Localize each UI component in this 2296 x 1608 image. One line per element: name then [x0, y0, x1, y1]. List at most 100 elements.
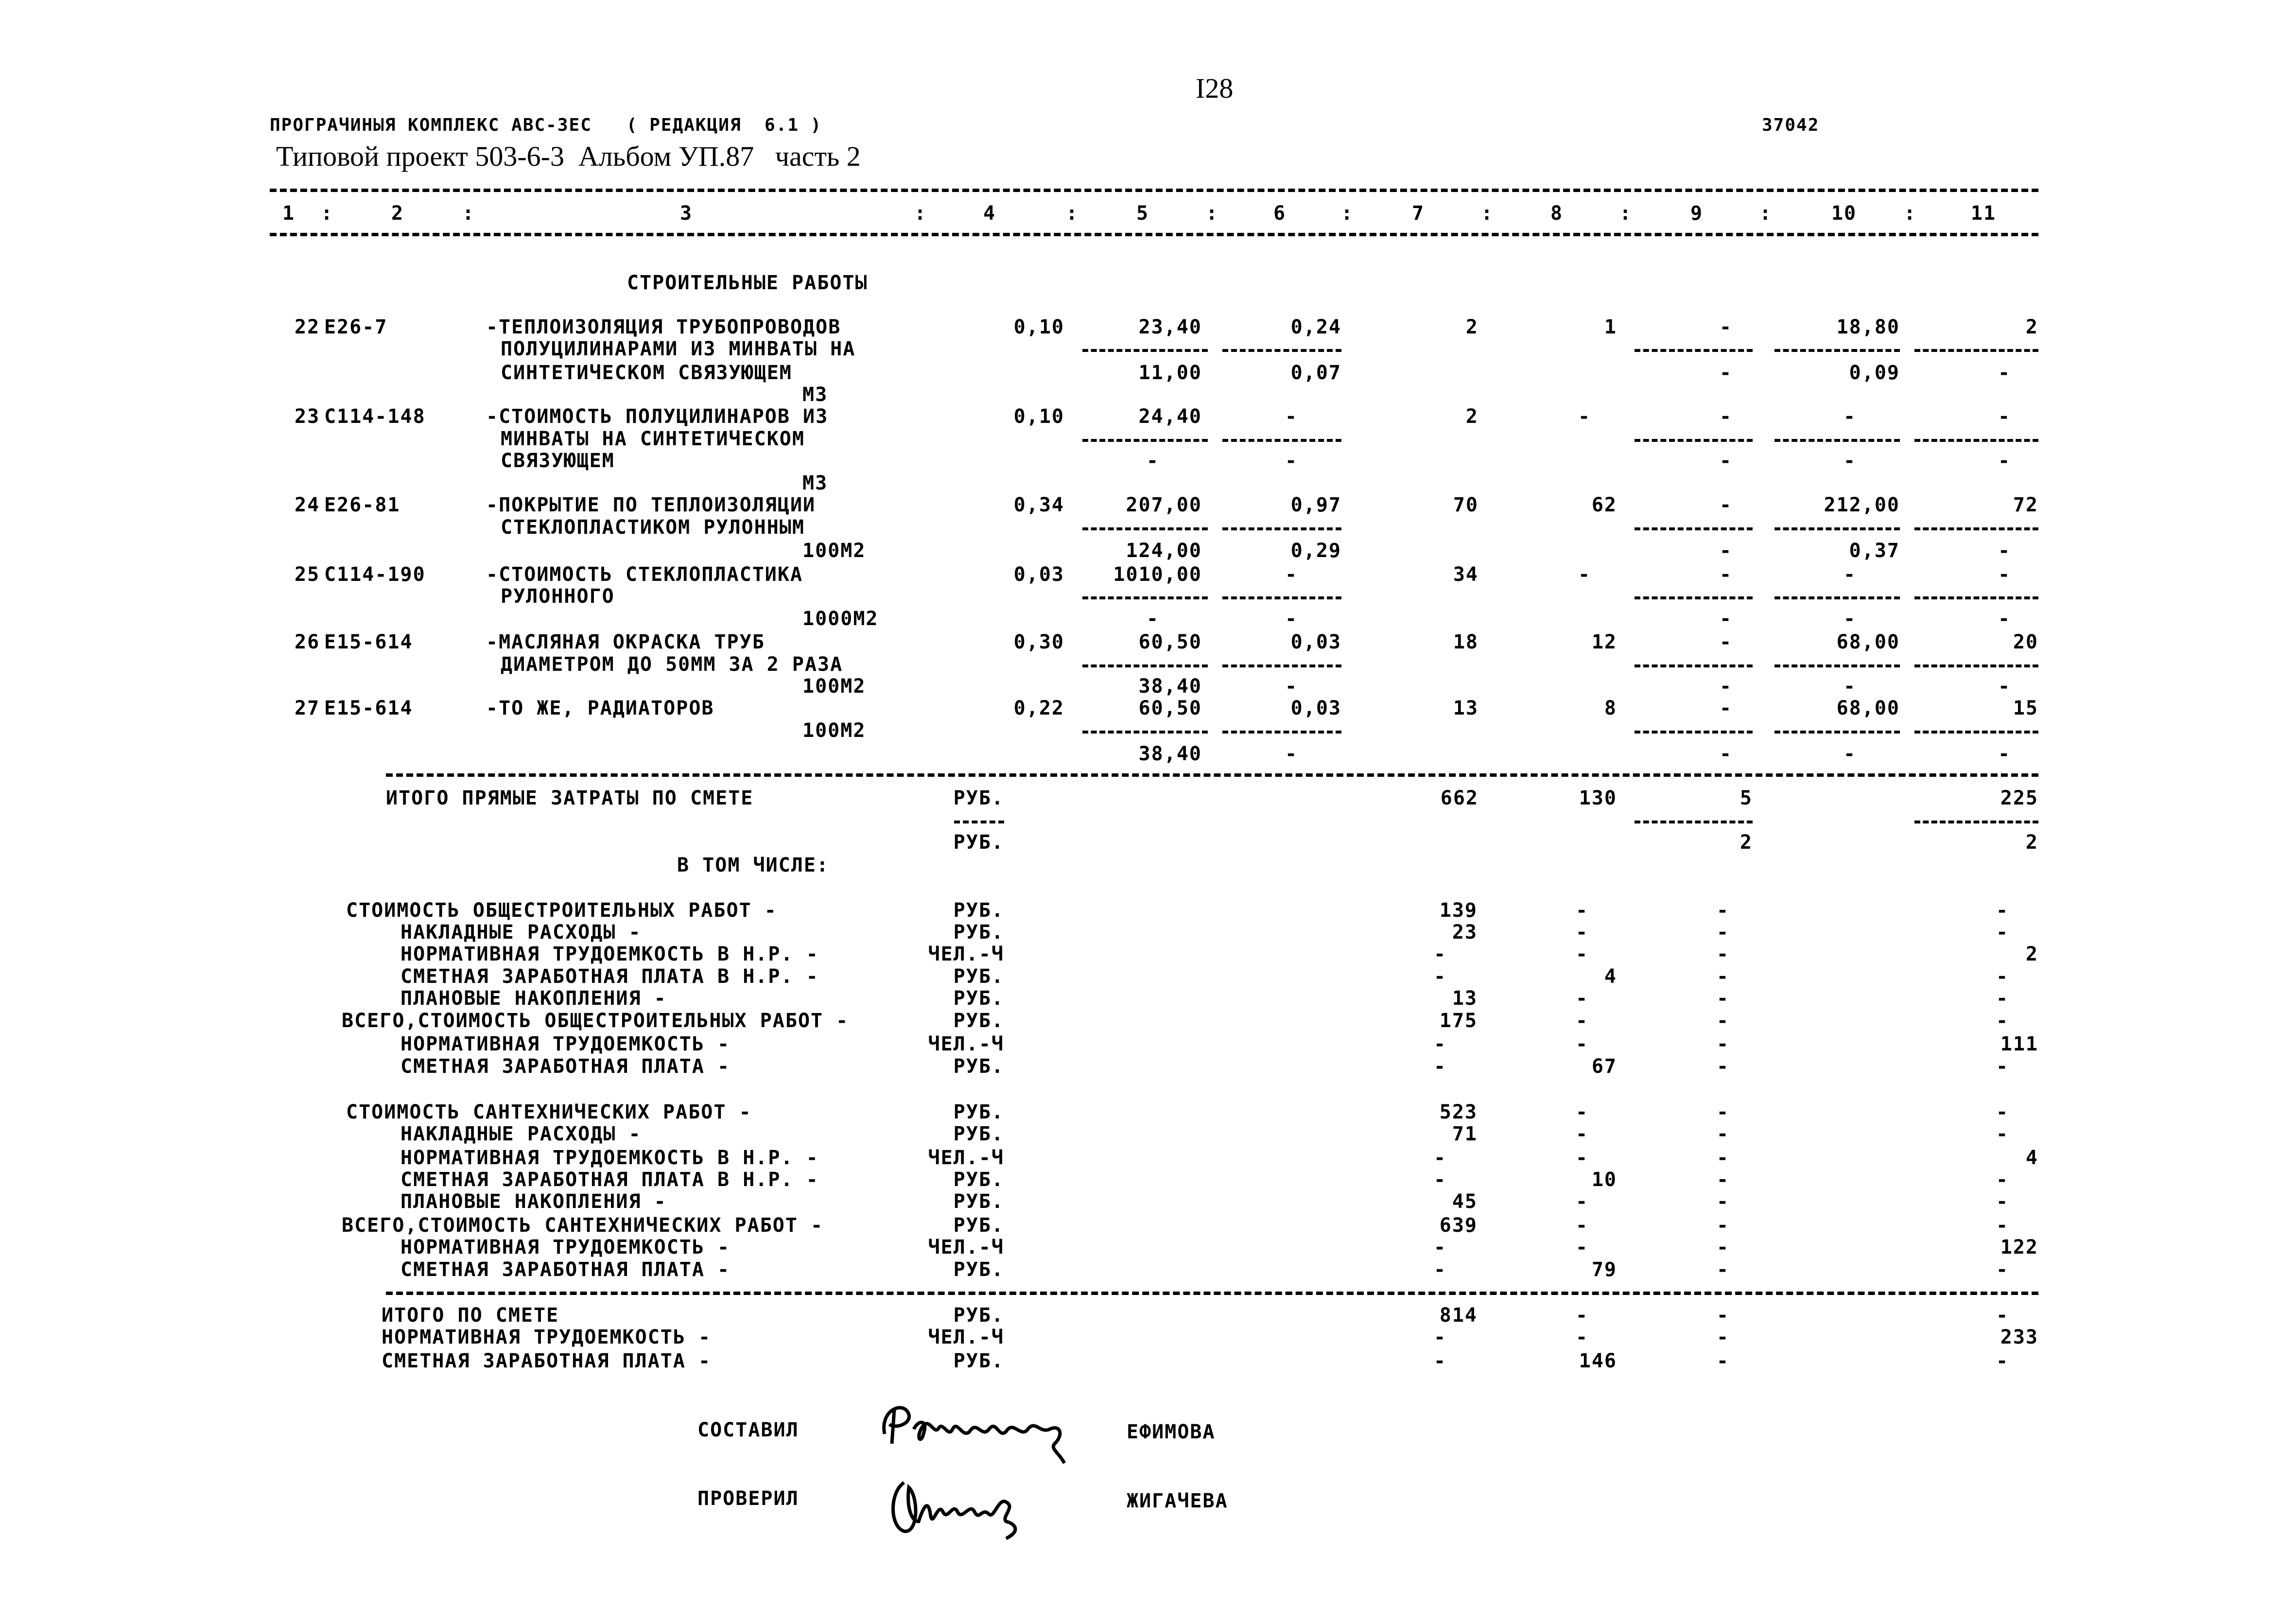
- cell-c5: 124,00: [1126, 540, 1202, 562]
- section-title: СТРОИТЕЛЬНЫЕ РАБОТЫ: [627, 272, 868, 294]
- cell-c10: -: [1843, 608, 1857, 630]
- summary-c9: -: [1716, 965, 1730, 988]
- cell-c5: 1010,00: [1113, 563, 1202, 586]
- cell-c11: 2: [2025, 831, 2038, 854]
- cell-c6: -: [1285, 675, 1298, 698]
- item-description: -ТЕПЛОИЗОЛЯЦИЯ ТРУБОПРОВОДОВ: [486, 316, 841, 338]
- summary-c7: -: [1433, 1236, 1447, 1258]
- summary-c9: -: [1716, 1304, 1730, 1327]
- column-number: 5: [1136, 202, 1149, 225]
- summary-label: НОРМАТИВНАЯ ТРУДОЕМКОСТЬ В Н.Р. -: [400, 943, 819, 965]
- summary-c8: 10: [1591, 1169, 1617, 1191]
- item-unit: 1000М2: [802, 608, 879, 630]
- cell-divider: [1774, 349, 1900, 352]
- summary-label: НОРМАТИВНАЯ ТРУДОЕМКОСТЬ -: [400, 1033, 731, 1055]
- cell-c10: 212,00: [1824, 494, 1900, 516]
- cell-divider: [1914, 664, 2038, 667]
- cell-divider: [1914, 349, 2038, 352]
- document-code: 37042: [1762, 115, 1820, 135]
- cell-c10: -: [1843, 563, 1857, 586]
- item-number: 27: [295, 697, 320, 719]
- page-number: I28: [1196, 72, 1234, 104]
- cell-divider: [1774, 596, 1900, 599]
- summary-c8: -: [1575, 1190, 1589, 1213]
- cell-c4: 0,03: [1013, 563, 1064, 586]
- summary-c11: -: [1996, 965, 2009, 988]
- summary-c9: -: [1716, 921, 1730, 944]
- cell-c11: -: [1998, 608, 2011, 630]
- summary-c7: -: [1433, 1258, 1447, 1281]
- summary-c11: -: [1996, 1350, 2009, 1372]
- summary-c11: -: [1996, 987, 2009, 1010]
- summary-c8: -: [1575, 1214, 1589, 1237]
- item-unit: 100М2: [802, 719, 866, 742]
- cell-c4: 0,10: [1013, 316, 1064, 338]
- summary-unit: РУБ.: [953, 1010, 1004, 1032]
- summary-c11: -: [1996, 1304, 2009, 1327]
- cell-c11: -: [1998, 362, 2011, 384]
- cell-c4: 0,34: [1013, 494, 1064, 516]
- cell-c10: -: [1843, 450, 1857, 472]
- cell-divider: [1914, 439, 2038, 442]
- summary-c7: 71: [1452, 1123, 1478, 1145]
- cell-c6: -: [1285, 450, 1298, 472]
- item-description: -МАСЛЯНАЯ ОКРАСКА ТРУБ: [486, 631, 765, 653]
- summary-c9: -: [1716, 1190, 1730, 1213]
- cell-c5: 38,40: [1138, 743, 1202, 765]
- summary-c8: -: [1575, 1326, 1589, 1348]
- summary-label: ПЛАНОВЫЕ НАКОПЛЕНИЯ -: [400, 1190, 667, 1213]
- summary-c9: -: [1716, 987, 1730, 1010]
- cell-c6: 0,29: [1290, 540, 1341, 562]
- summary-c11: -: [1996, 1258, 2009, 1281]
- cell-divider: [1082, 349, 1208, 352]
- cell-divider: [1635, 821, 1753, 823]
- item-code: С114-148: [324, 405, 426, 428]
- program-header: ПРОГРАЧИНЫЯ КОМПЛЕКС АВС-ЗЕС ( РЕДАКЦИЯ …: [270, 115, 822, 135]
- cell-c9: -: [1719, 608, 1733, 630]
- summary-c11: -: [1996, 1010, 2009, 1032]
- summary-c8: -: [1575, 1010, 1589, 1032]
- cell-c6: 0,24: [1290, 316, 1341, 338]
- column-number: :: [462, 202, 475, 225]
- cell-c11: 15: [2013, 697, 2038, 719]
- summary-c8: -: [1575, 987, 1589, 1010]
- cell-c7: 2: [1465, 405, 1478, 428]
- summary-label: ПЛАНОВЫЕ НАКОПЛЕНИЯ -: [400, 987, 667, 1010]
- summary-c11: 122: [2000, 1236, 2038, 1258]
- summary-label: СМЕТНАЯ ЗАРАБОТНАЯ ПЛАТА В Н.Р. -: [400, 1169, 819, 1191]
- cell-c5: 38,40: [1138, 675, 1202, 698]
- summary-unit: ЧЕЛ.-Ч: [928, 1326, 1004, 1348]
- cell-c5: 60,50: [1138, 631, 1202, 653]
- column-number: 10: [1831, 202, 1857, 225]
- column-number: 1: [282, 202, 296, 225]
- cell-c10: -: [1843, 405, 1857, 428]
- compiled-label: СОСТАВИЛ: [697, 1419, 799, 1441]
- cell-c6: -: [1285, 608, 1298, 630]
- cell-c10: 18,80: [1836, 316, 1900, 338]
- cell-c7: 18: [1453, 631, 1478, 653]
- cell-c6: 0,07: [1290, 362, 1341, 384]
- cell-divider: [1635, 731, 1753, 734]
- item-unit: 100М2: [802, 675, 866, 698]
- compiled-signature: [882, 1406, 1066, 1464]
- summary-label: СМЕТНАЯ ЗАРАБОТНАЯ ПЛАТА -: [400, 1055, 731, 1078]
- summary-c8: -: [1575, 1236, 1589, 1258]
- cell-c8: 12: [1591, 631, 1617, 653]
- cell-c5: 24,40: [1138, 405, 1202, 428]
- summary-c7: 814: [1439, 1304, 1478, 1327]
- cell-c4: 0,30: [1013, 631, 1064, 653]
- summary-c9: -: [1716, 1236, 1730, 1258]
- item-unit: М3: [802, 472, 828, 494]
- item-number: 23: [295, 405, 320, 428]
- cell-divider: [1082, 731, 1208, 734]
- summary-unit: ЧЕЛ.-Ч: [928, 943, 1004, 965]
- cell-c11: 72: [2013, 494, 2038, 516]
- cell-c9: -: [1719, 494, 1733, 516]
- cell-c8: 62: [1591, 494, 1617, 516]
- cell-c8: -: [1578, 563, 1591, 586]
- cell-c9: 5: [1739, 787, 1753, 809]
- summary-c9: -: [1716, 1033, 1730, 1055]
- summary-unit: РУБ.: [953, 899, 1004, 922]
- cell-c5: 23,40: [1138, 316, 1202, 338]
